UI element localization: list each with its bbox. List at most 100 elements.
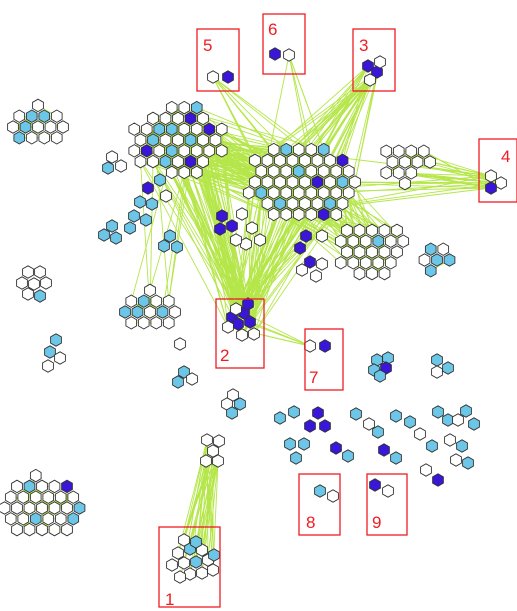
network-node: [432, 473, 444, 487]
network-node: [380, 166, 393, 180]
network-node: [184, 111, 197, 126]
network-node: [207, 563, 219, 577]
network-node: [209, 133, 222, 147]
network-node: [147, 111, 159, 126]
region-label-1: 1: [165, 590, 174, 609]
network-node: [284, 437, 296, 451]
network-node: [40, 276, 52, 290]
network-node: [267, 186, 280, 200]
network-node: [44, 120, 57, 134]
network-node: [366, 245, 378, 259]
network-node: [23, 501, 36, 515]
network-edge: [386, 172, 502, 184]
region-label-2: 2: [220, 346, 229, 365]
network-node: [305, 186, 318, 200]
network-node: [29, 512, 42, 526]
network-node: [378, 266, 391, 281]
network-node: [286, 196, 299, 211]
network-node: [159, 154, 172, 169]
region-label-3: 3: [359, 36, 368, 55]
network-node: [319, 419, 331, 433]
network-node: [286, 153, 299, 168]
network-node: [178, 533, 190, 547]
network-edge: [207, 460, 219, 561]
edge-layer: [10, 54, 502, 578]
network-edge: [429, 161, 492, 177]
network-edge: [411, 172, 492, 189]
network-node: [324, 153, 336, 168]
network-node: [255, 186, 268, 200]
network-edge: [235, 214, 337, 310]
network-edge: [183, 150, 237, 310]
network-node: [32, 98, 44, 113]
network-node: [371, 65, 383, 79]
network-edge: [201, 460, 219, 551]
network-node: [178, 144, 191, 158]
network-node: [452, 413, 464, 427]
network-node: [305, 207, 318, 222]
network-node: [169, 305, 181, 319]
network-node: [378, 223, 391, 238]
network-node: [150, 294, 163, 308]
network-node: [7, 120, 19, 134]
network-node: [131, 305, 144, 319]
network-node: [392, 166, 405, 180]
network-edge: [329, 160, 404, 242]
network-node: [380, 144, 393, 158]
network-node: [137, 316, 150, 330]
network-node: [212, 454, 224, 468]
network-node: [174, 570, 186, 584]
network-node: [305, 164, 318, 178]
network-node: [420, 463, 432, 477]
network-edge: [249, 321, 311, 347]
network-node: [274, 153, 286, 168]
network-node: [424, 242, 437, 256]
network-node: [128, 122, 141, 136]
network-node: [294, 241, 306, 255]
network-node: [23, 479, 36, 494]
network-node: [106, 150, 118, 164]
network-node: [236, 207, 248, 221]
network-node: [34, 289, 46, 303]
network-node: [386, 155, 399, 169]
network-node: [172, 154, 184, 169]
network-node: [142, 181, 154, 195]
network-node: [324, 175, 336, 189]
network-node: [230, 233, 242, 247]
network-node: [267, 164, 280, 178]
network-node: [378, 443, 390, 457]
network-node: [159, 133, 172, 147]
network-node: [42, 512, 55, 526]
region-box-5: [196, 28, 240, 92]
network-node: [48, 522, 61, 537]
network-node: [54, 351, 66, 365]
region-box-2: [215, 298, 265, 369]
network-node: [311, 153, 324, 168]
network-node: [299, 175, 311, 189]
network-node: [432, 405, 444, 419]
network-node: [380, 361, 392, 375]
network-node: [178, 100, 191, 115]
network-node: [102, 161, 114, 175]
network-node: [25, 131, 38, 145]
network-node: [390, 409, 402, 423]
network-node: [366, 223, 378, 238]
network-node: [197, 111, 209, 126]
network-node: [468, 417, 480, 431]
network-node: [4, 490, 17, 504]
network-node: [311, 196, 324, 211]
network-node: [196, 566, 208, 580]
network-node: [450, 453, 462, 467]
network-node: [25, 109, 38, 123]
network-node: [431, 365, 443, 379]
network-node: [317, 164, 330, 178]
network-node: [158, 239, 170, 253]
network-edge: [168, 161, 191, 302]
network-node: [190, 122, 203, 136]
network-node: [17, 490, 30, 504]
network-node: [134, 133, 147, 147]
network-node: [184, 133, 197, 147]
network-node: [392, 144, 405, 158]
network-node: [347, 234, 360, 248]
